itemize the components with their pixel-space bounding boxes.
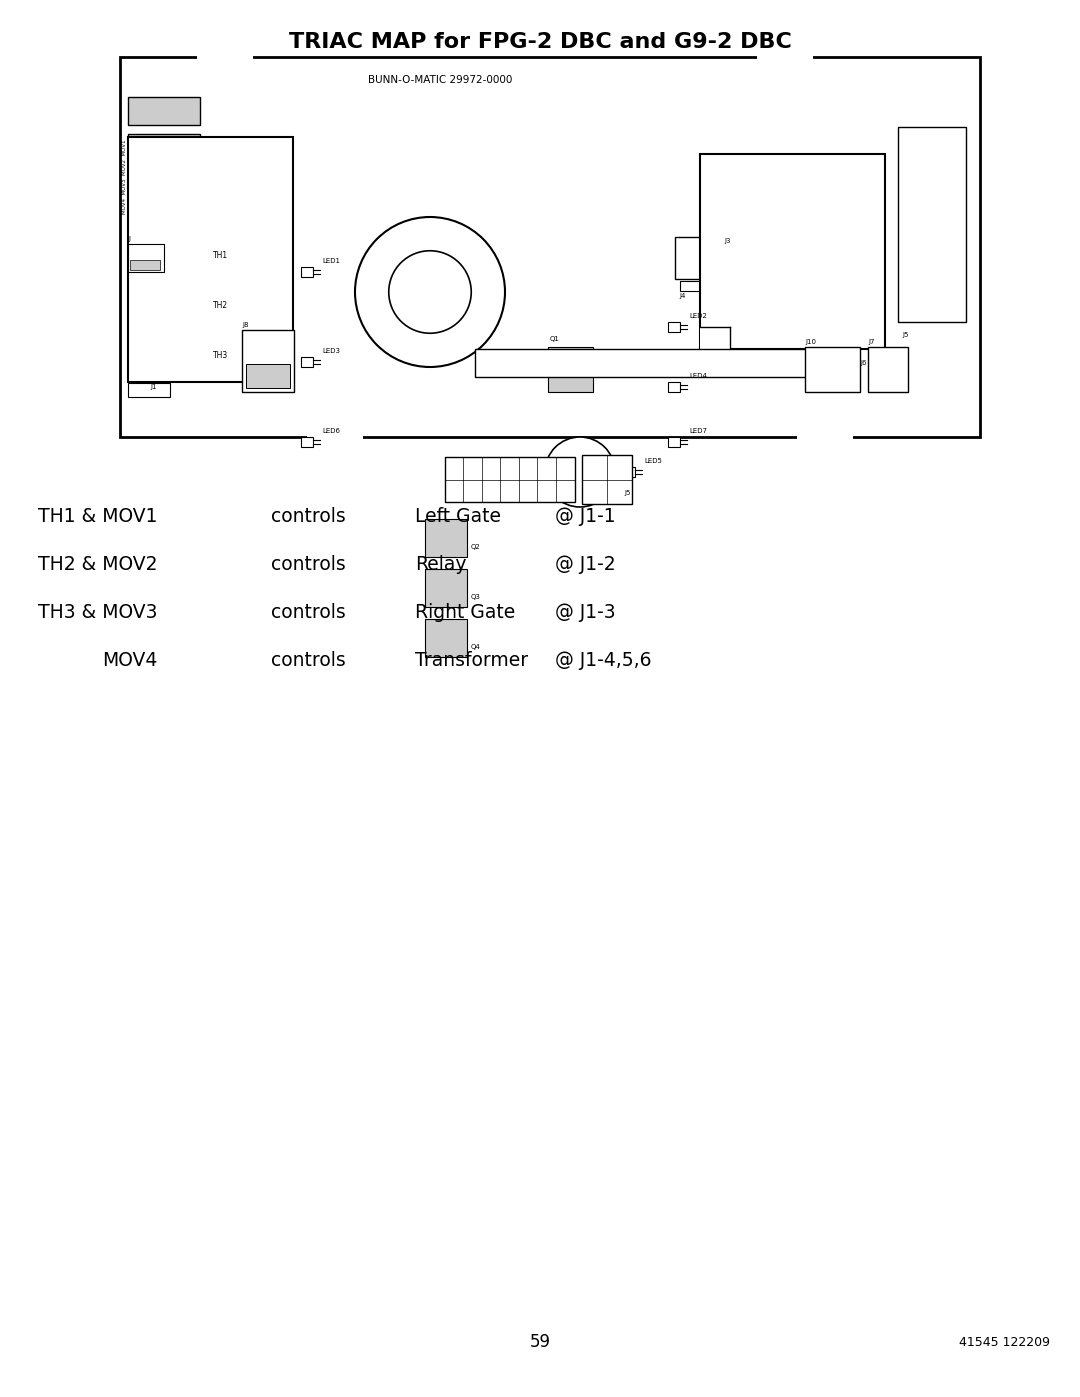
Bar [129, 244, 164, 272]
Circle shape [389, 250, 471, 334]
Text: TH3 & MOV3: TH3 & MOV3 [39, 604, 158, 623]
Text: @ J1-1: @ J1-1 [555, 507, 616, 527]
Text: J10: J10 [805, 339, 816, 345]
Bar [728, 224, 783, 236]
Text: LED4: LED4 [689, 373, 707, 379]
Text: @ J1-4,5,6: @ J1-4,5,6 [555, 651, 651, 671]
Text: 41545 122209: 41545 122209 [959, 1336, 1050, 1348]
Text: J8: J8 [242, 321, 248, 328]
Bar [897, 127, 966, 321]
Text: J3: J3 [724, 237, 730, 244]
Text: controls: controls [271, 604, 346, 623]
Text: TH3: TH3 [213, 351, 228, 359]
Bar [301, 358, 313, 367]
Bar [669, 321, 680, 332]
Text: TH2: TH2 [213, 300, 228, 310]
Text: Q1: Q1 [550, 337, 559, 342]
Text: LED2: LED2 [689, 313, 707, 319]
Text: 59: 59 [529, 1333, 551, 1351]
Bar [246, 365, 291, 388]
Bar [669, 437, 680, 447]
Bar [868, 346, 908, 393]
Text: TH1 & MOV1: TH1 & MOV1 [39, 507, 158, 527]
Bar [307, 434, 363, 441]
Text: MOV4  MOV3  MOV2  MOV1: MOV4 MOV3 MOV2 MOV1 [121, 140, 126, 214]
Bar [445, 457, 575, 502]
Text: LED5: LED5 [644, 458, 662, 464]
Bar [426, 619, 467, 657]
Text: BUNN-O-MATIC 29972-0000: BUNN-O-MATIC 29972-0000 [368, 75, 512, 85]
Bar [120, 57, 980, 437]
Bar [680, 281, 835, 291]
Bar [669, 381, 680, 393]
Text: Right Gate: Right Gate [415, 604, 515, 623]
Text: MOV4: MOV4 [103, 651, 158, 671]
Bar [301, 267, 313, 277]
Bar [700, 154, 885, 349]
Bar [700, 327, 730, 349]
Bar [129, 134, 200, 162]
Text: TRIAC MAP for FPG-2 DBC and G9-2 DBC: TRIAC MAP for FPG-2 DBC and G9-2 DBC [288, 32, 792, 52]
Text: LED7: LED7 [689, 427, 707, 434]
Bar [582, 455, 632, 504]
Text: J4: J4 [679, 293, 686, 299]
Text: controls: controls [271, 507, 346, 527]
Bar [475, 349, 855, 377]
Circle shape [355, 217, 505, 367]
Text: TH2 & MOV2: TH2 & MOV2 [39, 556, 158, 574]
Bar [242, 330, 294, 393]
Bar [548, 346, 593, 393]
Bar [426, 569, 467, 608]
Bar [129, 96, 200, 124]
Text: Q3: Q3 [471, 594, 481, 599]
Text: Q4: Q4 [471, 644, 481, 650]
Text: Q2: Q2 [471, 543, 481, 550]
Text: J6: J6 [860, 360, 866, 366]
Bar [301, 437, 313, 447]
Bar [129, 208, 200, 236]
Circle shape [545, 437, 615, 507]
Bar [623, 467, 635, 476]
Text: LED3: LED3 [322, 348, 340, 353]
Text: controls: controls [271, 556, 346, 574]
Bar [129, 137, 293, 381]
Text: J: J [129, 236, 130, 242]
Text: Left Gate: Left Gate [415, 507, 501, 527]
Bar [197, 53, 253, 59]
Text: TH1: TH1 [213, 250, 228, 260]
Text: J5: J5 [902, 332, 908, 338]
Text: LED1: LED1 [322, 258, 340, 264]
Text: controls: controls [271, 651, 346, 671]
Bar [797, 434, 853, 441]
Bar [805, 346, 860, 393]
Text: Relay: Relay [415, 556, 467, 574]
Text: J5: J5 [625, 490, 631, 496]
Text: @ J1-2: @ J1-2 [555, 556, 616, 574]
Text: Transformer: Transformer [415, 651, 528, 671]
Text: J1: J1 [150, 384, 157, 390]
Bar [757, 53, 813, 59]
Bar [720, 161, 792, 222]
Text: @ J1-3: @ J1-3 [555, 604, 616, 623]
Bar [426, 520, 467, 557]
Text: LED6: LED6 [322, 427, 340, 434]
Bar [129, 383, 170, 397]
Bar [675, 237, 840, 279]
Text: J7: J7 [868, 339, 875, 345]
Bar [130, 260, 160, 270]
Bar [129, 170, 200, 198]
